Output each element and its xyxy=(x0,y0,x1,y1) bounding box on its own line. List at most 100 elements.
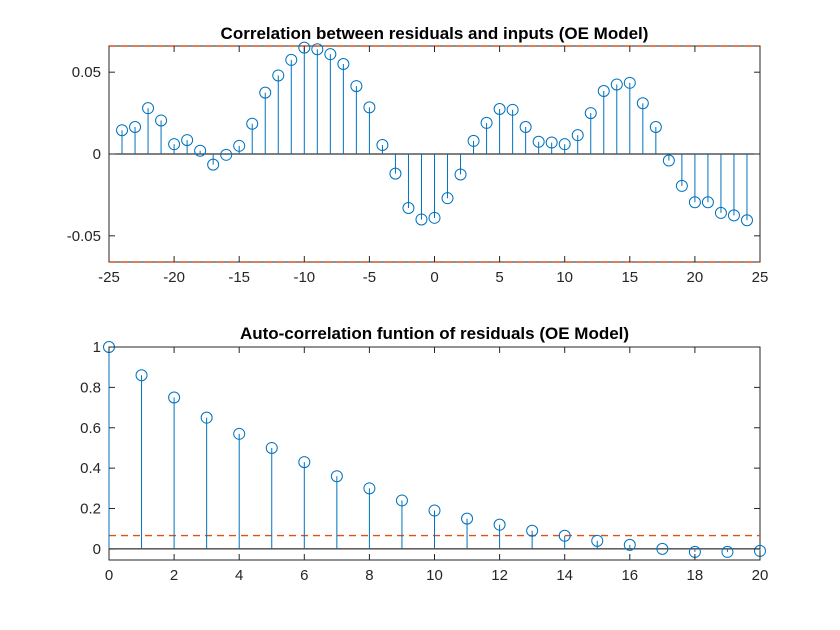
stem-marker xyxy=(181,134,194,147)
stem-marker xyxy=(662,154,675,167)
stem-marker xyxy=(454,168,467,181)
stem-marker xyxy=(506,103,519,116)
x-tick-label: 25 xyxy=(752,269,769,286)
stem-marker xyxy=(207,158,220,171)
x-tick-label: 14 xyxy=(556,567,573,584)
x-tick-label: 8 xyxy=(365,567,373,584)
stem-marker xyxy=(591,534,604,547)
stem-marker xyxy=(116,124,129,137)
x-tick-label: 12 xyxy=(491,567,508,584)
stem-marker xyxy=(376,139,389,151)
stem-marker xyxy=(259,86,272,99)
markers xyxy=(116,41,753,227)
stem-marker xyxy=(545,136,558,149)
chart-cross-correlation: Correlation between residuals and inputs… xyxy=(67,24,769,286)
stem-marker xyxy=(298,456,311,469)
stem-marker xyxy=(467,134,480,147)
stem-marker xyxy=(636,97,649,110)
stem-marker xyxy=(623,76,636,89)
stem-marker xyxy=(194,144,207,157)
chart-title: Correlation between residuals and inputs… xyxy=(221,24,649,43)
chart-title: Auto-correlation funtion of residuals (O… xyxy=(240,324,629,343)
stem-marker xyxy=(649,121,662,133)
x-tick-label: -15 xyxy=(228,269,250,286)
stem-marker xyxy=(727,209,740,222)
x-tick-label: 6 xyxy=(300,567,308,584)
x-tick-label: 10 xyxy=(556,269,573,286)
stem-marker xyxy=(688,196,701,209)
stem-marker xyxy=(558,529,571,542)
x-tick-label: -5 xyxy=(363,269,376,286)
stem-marker xyxy=(311,43,324,56)
stem-marker xyxy=(155,114,168,127)
stem-marker xyxy=(428,211,441,224)
x-tick-label: 20 xyxy=(752,567,769,584)
stem-marker xyxy=(571,129,584,142)
stem-marker xyxy=(675,179,688,192)
x-tick-label: 16 xyxy=(621,567,638,584)
stem-marker xyxy=(168,391,181,404)
stem-marker xyxy=(610,78,623,91)
y-axis-ticks: 0 0.2 0.4 0.6 0.8 1 xyxy=(80,339,760,558)
x-tick-label: 10 xyxy=(426,567,443,584)
y-axis-ticks: -0.05 0 0.05 xyxy=(67,64,760,245)
x-axis-ticks: 0 2 4 6 8 10 12 14 16 18 20 xyxy=(105,347,769,584)
stem-marker xyxy=(402,202,415,214)
y-tick-label: -0.05 xyxy=(67,228,101,245)
x-tick-label: 2 xyxy=(170,567,178,584)
stem-marker xyxy=(200,411,213,424)
y-tick-label: 0.4 xyxy=(80,460,101,477)
stem-marker xyxy=(597,85,610,97)
stem-marker xyxy=(330,470,343,483)
y-tick-label: 0.2 xyxy=(80,501,101,518)
x-tick-label: 18 xyxy=(687,567,704,584)
y-tick-label: 0 xyxy=(93,146,101,163)
x-tick-label: 15 xyxy=(621,269,638,286)
stem-marker xyxy=(363,101,376,114)
stem-marker xyxy=(461,512,474,525)
x-tick-label: -20 xyxy=(163,269,185,286)
x-tick-label: 5 xyxy=(495,269,503,286)
stem-marker xyxy=(493,518,506,531)
stem-marker xyxy=(526,524,539,537)
stem-marker xyxy=(656,542,669,555)
stem-marker xyxy=(265,441,278,454)
stem-marker xyxy=(389,167,402,180)
x-tick-label: 0 xyxy=(105,567,113,584)
stem-marker xyxy=(441,192,454,205)
stem-marker xyxy=(285,53,298,66)
stem-marker xyxy=(298,41,311,54)
x-tick-label: 4 xyxy=(235,567,243,584)
stem-marker xyxy=(168,138,181,151)
stem-marker xyxy=(558,138,571,151)
stem-marker xyxy=(220,148,233,161)
stem-marker xyxy=(428,504,441,517)
stem-marker xyxy=(532,135,545,148)
stem-marker xyxy=(740,214,753,227)
stem-marker xyxy=(584,107,597,120)
stem-marker xyxy=(272,69,285,82)
stem-marker xyxy=(363,482,376,495)
stems xyxy=(108,347,761,552)
stem-marker xyxy=(350,80,363,93)
stem-marker xyxy=(246,117,259,130)
stem-marker xyxy=(233,427,246,440)
x-tick-label: 20 xyxy=(687,269,704,286)
y-tick-label: 0.6 xyxy=(80,420,101,437)
x-axis-ticks: -25 -20 -15 -10 -5 0 5 10 15 20 25 xyxy=(98,46,768,286)
x-tick-label: -25 xyxy=(98,269,120,286)
stem-marker xyxy=(135,369,148,382)
stem-marker xyxy=(415,213,428,226)
stem-marker xyxy=(324,48,337,61)
y-tick-label: 1 xyxy=(93,339,101,356)
stem-marker xyxy=(701,196,714,209)
y-tick-label: 0.8 xyxy=(80,379,101,396)
stem-marker xyxy=(233,139,246,152)
x-tick-label: -10 xyxy=(293,269,315,286)
stem-marker xyxy=(142,102,155,115)
stem-marker xyxy=(337,58,350,70)
stem-marker xyxy=(721,545,734,558)
stem-marker xyxy=(493,103,506,115)
chart-auto-correlation: Auto-correlation funtion of residuals (O… xyxy=(80,324,768,584)
